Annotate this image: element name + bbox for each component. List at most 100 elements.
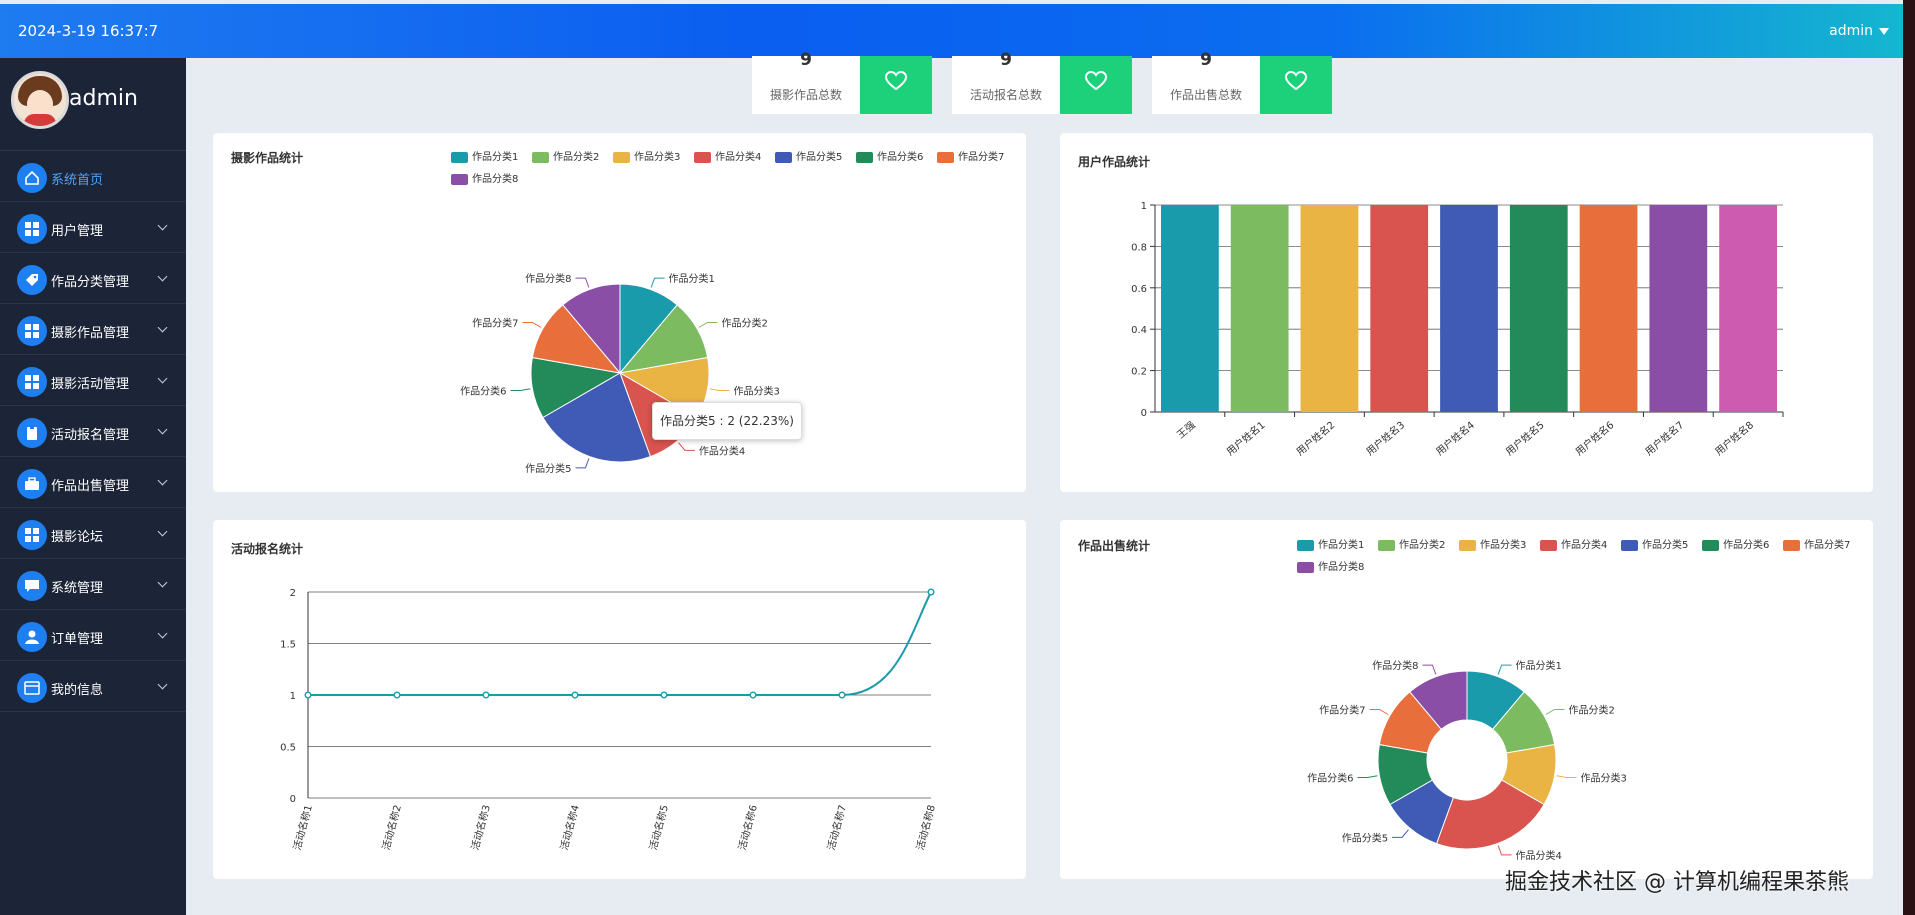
legend-item[interactable]: 作品分类4: [1540, 536, 1607, 551]
pie-slice[interactable]: [1409, 670, 1468, 731]
user-works-chart-card: 用户作品统计 0 0.2 0.4 0.6 0.8 1 王强 用户姓名1 用户姓名2 用户姓名3 用户…: [1060, 133, 1873, 492]
legend-label: 作品分类2: [553, 152, 600, 163]
chevron-down-icon: [157, 373, 168, 384]
sidebar-item-label: 摄影论坛: [51, 530, 104, 545]
sidebar-item-1[interactable]: 用户管理: [0, 202, 186, 253]
sidebar-item-7[interactable]: 摄影论坛: [0, 508, 186, 559]
pie-slice[interactable]: [542, 372, 652, 463]
legend-label: 作品分类2: [1399, 540, 1446, 551]
legend-item[interactable]: 作品分类4: [694, 148, 761, 163]
x-tick-label: 用户姓名6: [1573, 418, 1617, 458]
user-menu[interactable]: admin: [1829, 23, 1889, 39]
grid-icon: [17, 367, 47, 397]
donut-chart: 作品分类1 作品分类2 作品分类3 作品分类4 作品分类5 作品分类6 作品分类7 作品分类8: [1307, 659, 1627, 862]
card-icon: [17, 673, 47, 703]
sidebar-item-4[interactable]: 摄影活动管理: [0, 355, 186, 406]
legend-item[interactable]: 作品分类1: [1297, 536, 1364, 551]
sidebar-item-6[interactable]: 作品出售管理: [0, 457, 186, 508]
legend-swatch: [1783, 539, 1800, 551]
data-point[interactable]: [749, 691, 757, 699]
legend-item[interactable]: 作品分类7: [937, 148, 1004, 163]
sidebar-item-label: 作品出售管理: [51, 479, 130, 494]
bar[interactable]: [1440, 205, 1498, 412]
sidebar-item-3[interactable]: 摄影作品管理: [0, 304, 186, 355]
data-point[interactable]: [660, 691, 668, 699]
label-line: [709, 388, 730, 392]
data-point[interactable]: [393, 691, 401, 699]
x-tick-label: 用户姓名4: [1433, 418, 1477, 458]
slice-label: 作品分类4: [1516, 849, 1562, 862]
data-point[interactable]: [927, 588, 935, 596]
sidebar-item-10[interactable]: 我的信息: [0, 661, 186, 712]
legend-label: 作品分类5: [1642, 540, 1689, 551]
legend-swatch: [1297, 539, 1314, 551]
label-line: [650, 277, 665, 288]
bar[interactable]: [1300, 205, 1359, 412]
label-line: [1357, 775, 1378, 779]
pie-slice[interactable]: [562, 283, 621, 375]
legend-item[interactable]: 作品分类2: [1378, 536, 1445, 551]
sidebar-item-5[interactable]: 活动报名管理: [0, 406, 186, 457]
legend-label: 作品分类6: [877, 152, 924, 163]
legend-item[interactable]: 作品分类1: [451, 148, 518, 163]
legend-item[interactable]: 作品分类7: [1783, 536, 1850, 551]
legend-item[interactable]: 作品分类8: [1297, 558, 1364, 573]
legend-item[interactable]: 作品分类5: [775, 148, 842, 163]
bar[interactable]: [1719, 205, 1777, 412]
y-tick-label: 0: [290, 794, 296, 805]
activity-signup-chart-card: 活动报名统计 0 0.5 1 1.5 2 活动名称1 活动名称2 活动名称3 活动名称4 活动名称…: [213, 520, 1026, 879]
bar[interactable]: [1509, 205, 1568, 412]
y-tick-label: 1: [1141, 201, 1147, 212]
stat-card: 9 作品出售总数: [1152, 50, 1332, 114]
legend-swatch: [694, 151, 711, 163]
bar[interactable]: [1230, 205, 1289, 412]
legend-item[interactable]: 作品分类6: [1702, 536, 1769, 551]
data-point[interactable]: [482, 691, 490, 699]
legend-label: 作品分类7: [958, 152, 1005, 163]
label-line: [678, 442, 695, 451]
label-line: [510, 388, 531, 392]
legend-label: 作品分类3: [1480, 540, 1527, 551]
sidebar-item-8[interactable]: 系统管理: [0, 559, 186, 610]
slice-label: 作品分类1: [1516, 659, 1562, 672]
chevron-down-icon: [157, 628, 168, 639]
data-point[interactable]: [571, 691, 579, 699]
top-bar: 2024-3-19 16:37:7 admin: [0, 4, 1903, 58]
chevron-down-icon: [157, 679, 168, 690]
home-icon: [17, 163, 47, 193]
legend-swatch: [451, 173, 468, 185]
chevron-down-icon: [157, 526, 168, 537]
user-icon: [17, 622, 47, 652]
legend-swatch: [1297, 561, 1314, 573]
heart-icon: [1060, 56, 1132, 114]
sidebar-item-0[interactable]: 系统首页: [0, 151, 186, 202]
bar[interactable]: [1579, 205, 1638, 412]
legend-item[interactable]: 作品分类5: [1621, 536, 1688, 551]
slice-label: 作品分类8: [1372, 659, 1418, 672]
pie-slice[interactable]: [1435, 779, 1545, 850]
sidebar-item-2[interactable]: 作品分类管理: [0, 253, 186, 304]
x-tick-label: 活动名称2: [379, 803, 404, 851]
slice-label: 作品分类6: [1307, 772, 1353, 785]
slice-label: 作品分类3: [733, 385, 779, 398]
bar[interactable]: [1161, 205, 1219, 412]
label-line: [698, 322, 718, 328]
y-tick-label: 0.4: [1131, 325, 1147, 336]
label-line: [1392, 829, 1409, 838]
sidebar-item-9[interactable]: 订单管理: [0, 610, 186, 661]
legend-item[interactable]: 作品分类2: [532, 148, 599, 163]
legend-item[interactable]: 作品分类6: [856, 148, 923, 163]
data-point[interactable]: [838, 691, 846, 699]
legend-item[interactable]: 作品分类8: [451, 170, 518, 185]
data-point[interactable]: [304, 691, 312, 699]
legend-label: 作品分类1: [472, 152, 519, 163]
legend-item[interactable]: 作品分类3: [613, 148, 680, 163]
bar[interactable]: [1370, 205, 1429, 412]
sidebar-item-label: 订单管理: [51, 632, 104, 647]
legend-swatch: [1540, 539, 1557, 551]
slice-label: 作品分类6: [460, 385, 506, 398]
chart-title: 用户作品统计: [1078, 155, 1151, 169]
chart-title: 作品出售统计: [1078, 539, 1151, 553]
bar[interactable]: [1649, 205, 1708, 412]
legend-item[interactable]: 作品分类3: [1459, 536, 1526, 551]
